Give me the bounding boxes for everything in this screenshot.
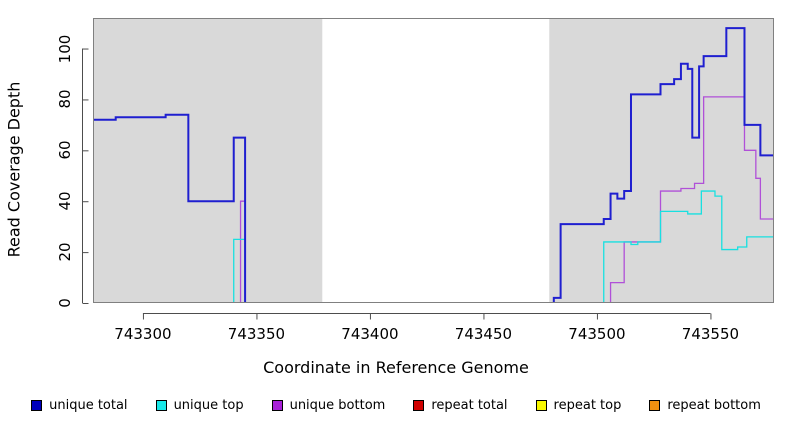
- x-tick-label-0: 743300: [114, 324, 172, 343]
- legend-item-unique-top[interactable]: unique top: [155, 398, 244, 413]
- legend-swatch-icon: [271, 400, 283, 411]
- legend-label: unique total: [49, 398, 128, 413]
- legend-item-repeat-bottom[interactable]: repeat bottom: [649, 398, 761, 413]
- legend-swatch-icon: [31, 400, 43, 411]
- chart-legend: unique total unique top unique bottom repea…: [0, 398, 792, 413]
- legend-label: unique top: [173, 398, 244, 413]
- y-tick-label-5: 100: [56, 34, 74, 63]
- legend-label: unique bottom: [289, 398, 386, 413]
- legend-label: repeat top: [553, 398, 622, 413]
- legend-swatch-icon: [649, 400, 661, 411]
- legend-label: repeat total: [431, 398, 508, 413]
- series-line-unique-bottom: [93, 96, 774, 303]
- legend-swatch-icon: [535, 400, 547, 411]
- shaded-region-0: [93, 18, 323, 303]
- y-tick-label-4: 80: [56, 89, 74, 109]
- legend-item-unique-bottom[interactable]: unique bottom: [271, 398, 386, 413]
- legend-swatch-icon: [155, 400, 167, 411]
- legend-label: repeat bottom: [667, 398, 761, 413]
- x-tick-label-5: 743550: [681, 324, 740, 343]
- legend-swatch-icon: [413, 400, 425, 411]
- y-axis-title: Read Coverage Depth: [4, 81, 24, 258]
- legend-item-repeat-top[interactable]: repeat top: [535, 398, 622, 413]
- shaded-region-1: [549, 18, 774, 303]
- legend-item-unique-total[interactable]: unique total: [31, 398, 128, 413]
- y-tick-label-3: 60: [56, 140, 74, 160]
- series-line-unique-total: [93, 27, 774, 303]
- x-tick-label-2: 743400: [341, 324, 399, 343]
- plot-canvas: [93, 18, 774, 303]
- shaded-region-layer: [93, 18, 774, 303]
- series-line-unique-top: [93, 190, 774, 303]
- x-tick-label-3: 743450: [454, 324, 513, 343]
- x-axis-title: Coordinate in Reference Genome: [263, 358, 529, 377]
- plot-border: [93, 18, 774, 303]
- y-tick-label-0: 0: [56, 298, 74, 308]
- y-tick-label-2: 40: [56, 191, 74, 211]
- legend-item-repeat-total[interactable]: repeat total: [413, 398, 508, 413]
- plot-area: [93, 18, 774, 303]
- x-tick-label-1: 743350: [227, 324, 286, 343]
- x-tick-label-4: 743500: [568, 324, 626, 343]
- y-tick-label-1: 20: [56, 242, 74, 262]
- series-layer: [93, 27, 774, 303]
